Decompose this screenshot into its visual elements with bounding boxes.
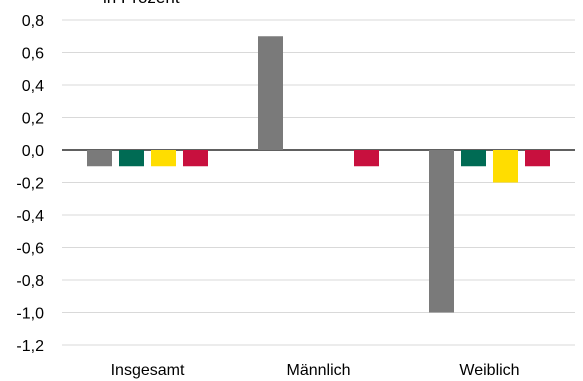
- bar: [183, 150, 208, 167]
- y-axis-label: in Prozent: [103, 0, 180, 8]
- y-tick-label: 0,6: [22, 46, 44, 63]
- bar: [461, 150, 486, 167]
- y-tick-label: -1,2: [16, 338, 44, 355]
- y-tick-label: -1,0: [16, 306, 44, 323]
- y-tick-label: -0,2: [16, 176, 44, 193]
- y-tick-label: 0,2: [22, 111, 44, 128]
- y-tick-label: -0,4: [16, 208, 44, 225]
- y-tick-label: -0,8: [16, 273, 44, 290]
- bar: [151, 150, 176, 167]
- x-tick-label: Männlich: [286, 362, 350, 379]
- bar: [493, 150, 518, 183]
- bar: [354, 150, 379, 167]
- y-tick-label: 0,4: [22, 78, 44, 95]
- bar: [87, 150, 112, 167]
- y-tick-label: -0,6: [16, 241, 44, 258]
- bar: [525, 150, 550, 167]
- y-tick-label: 0,0: [22, 143, 44, 160]
- bar: [258, 36, 283, 150]
- x-tick-label: Insgesamt: [111, 362, 185, 379]
- bar: [119, 150, 144, 167]
- x-tick-label: Weiblich: [459, 362, 519, 379]
- y-tick-label: 0,8: [22, 13, 44, 30]
- bar: [429, 150, 454, 313]
